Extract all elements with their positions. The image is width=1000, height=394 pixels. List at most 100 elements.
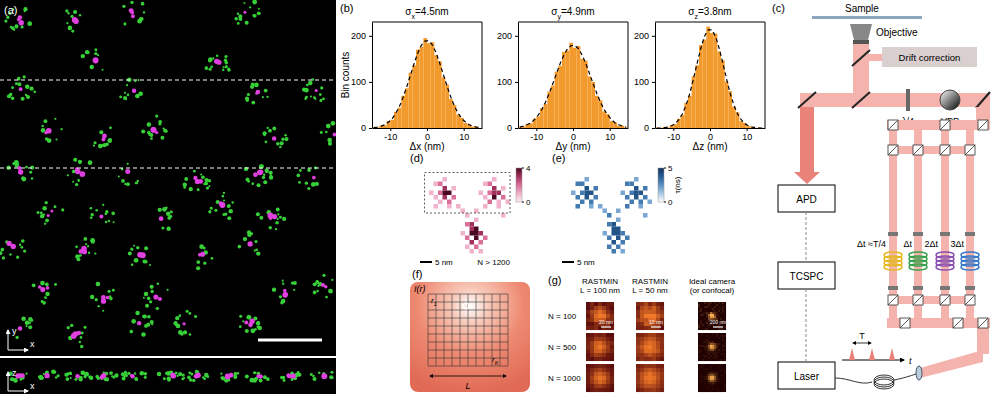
pixel	[443, 177, 448, 182]
image-pixel	[712, 339, 714, 341]
image-pixel	[706, 390, 708, 392]
green-spot	[257, 11, 261, 15]
pixel	[576, 204, 581, 209]
image-pixel	[704, 366, 706, 368]
beam-splitter	[900, 318, 910, 328]
image-pixel	[714, 386, 716, 388]
green-spot	[325, 296, 328, 299]
image-pixel	[724, 316, 726, 318]
green-spot	[223, 192, 225, 194]
column-title: (or confocal)	[690, 286, 735, 295]
magenta-spot	[47, 214, 50, 217]
image-pixel	[716, 316, 718, 318]
magenta-spot	[286, 373, 291, 378]
image-pixel	[714, 384, 716, 386]
magenta-spot	[269, 216, 273, 220]
pixel	[438, 191, 443, 196]
signal-line	[806, 212, 807, 362]
image-pixel	[644, 388, 648, 392]
pixel	[470, 240, 475, 245]
green-spot	[328, 142, 332, 146]
pixel	[625, 204, 630, 209]
image-pixel	[698, 341, 700, 343]
image-pixel	[708, 326, 710, 328]
image-pixel	[714, 339, 716, 341]
image-pixel	[722, 341, 724, 343]
pixel	[630, 200, 635, 205]
image-pixel	[636, 302, 640, 306]
image-pixel	[704, 326, 706, 328]
image-pixel	[700, 372, 702, 374]
pixel	[438, 200, 443, 205]
image-pixel	[606, 388, 610, 392]
image-pixel	[704, 328, 706, 330]
image-pixel	[702, 337, 704, 339]
image-pixel	[706, 370, 708, 372]
green-spot	[77, 179, 79, 181]
green-spot	[259, 379, 263, 383]
image-pixel	[708, 343, 710, 345]
bar	[569, 43, 573, 128]
image-pixel	[712, 355, 714, 357]
image-pixel	[640, 302, 644, 306]
image-pixel	[698, 320, 700, 322]
green-spot	[266, 96, 268, 98]
pixel	[492, 195, 497, 200]
green-spot	[216, 54, 219, 57]
green-spot	[166, 371, 171, 376]
image-pixel	[702, 343, 704, 345]
image-pixel	[700, 359, 702, 361]
image-pixel	[702, 368, 704, 370]
image-pixel	[660, 357, 664, 361]
image-pixel	[640, 337, 644, 341]
image-pixel	[700, 355, 702, 357]
image-pixel	[636, 368, 640, 372]
drift-box	[882, 47, 977, 67]
beam-splitter-face	[888, 295, 898, 305]
panel-g: (g)RASTMINL = 100 nmRASTMINL = 50 nmIdea…	[548, 274, 736, 392]
green-spot	[265, 169, 269, 173]
pixel	[474, 218, 479, 223]
green-spot	[94, 252, 96, 254]
image-pixel	[706, 310, 708, 312]
green-spot	[329, 375, 333, 379]
green-spot	[256, 212, 260, 216]
beam-splitter-face	[978, 120, 988, 130]
beam-splitter-face	[965, 145, 975, 155]
image-pixel	[656, 372, 660, 376]
image-pixel	[718, 328, 720, 330]
image-pixel	[710, 326, 712, 328]
magenta-spot	[272, 136, 276, 140]
green-spot	[266, 127, 268, 129]
green-spot	[121, 179, 125, 183]
x-axis-title: Δz (nm)	[692, 141, 727, 152]
pixel	[488, 200, 493, 205]
image-pixel	[714, 343, 716, 345]
green-spot	[31, 177, 33, 179]
pixel	[488, 182, 493, 187]
green-spot	[163, 377, 166, 380]
image-pixel	[648, 310, 652, 314]
tick: -10	[530, 128, 543, 142]
image-pixel	[636, 337, 640, 341]
image-pixel	[702, 376, 704, 378]
image-pixel	[720, 353, 722, 355]
image-pixel	[606, 341, 610, 345]
green-spot	[123, 22, 126, 25]
fiber-coil	[936, 264, 954, 270]
image-pixel	[716, 347, 718, 349]
green-spot	[9, 253, 11, 255]
pixel	[576, 195, 581, 200]
green-spot	[73, 158, 77, 162]
green-spot	[326, 124, 331, 129]
tick-mark	[710, 128, 711, 131]
image-pixel	[704, 310, 706, 312]
image-pixel	[714, 364, 716, 366]
pixel	[634, 191, 639, 196]
bar	[409, 73, 413, 128]
image-pixel	[712, 333, 714, 335]
pixel	[589, 200, 594, 205]
tick-label: 100	[351, 77, 366, 87]
green-spot	[206, 375, 209, 378]
green-spot	[176, 324, 181, 329]
